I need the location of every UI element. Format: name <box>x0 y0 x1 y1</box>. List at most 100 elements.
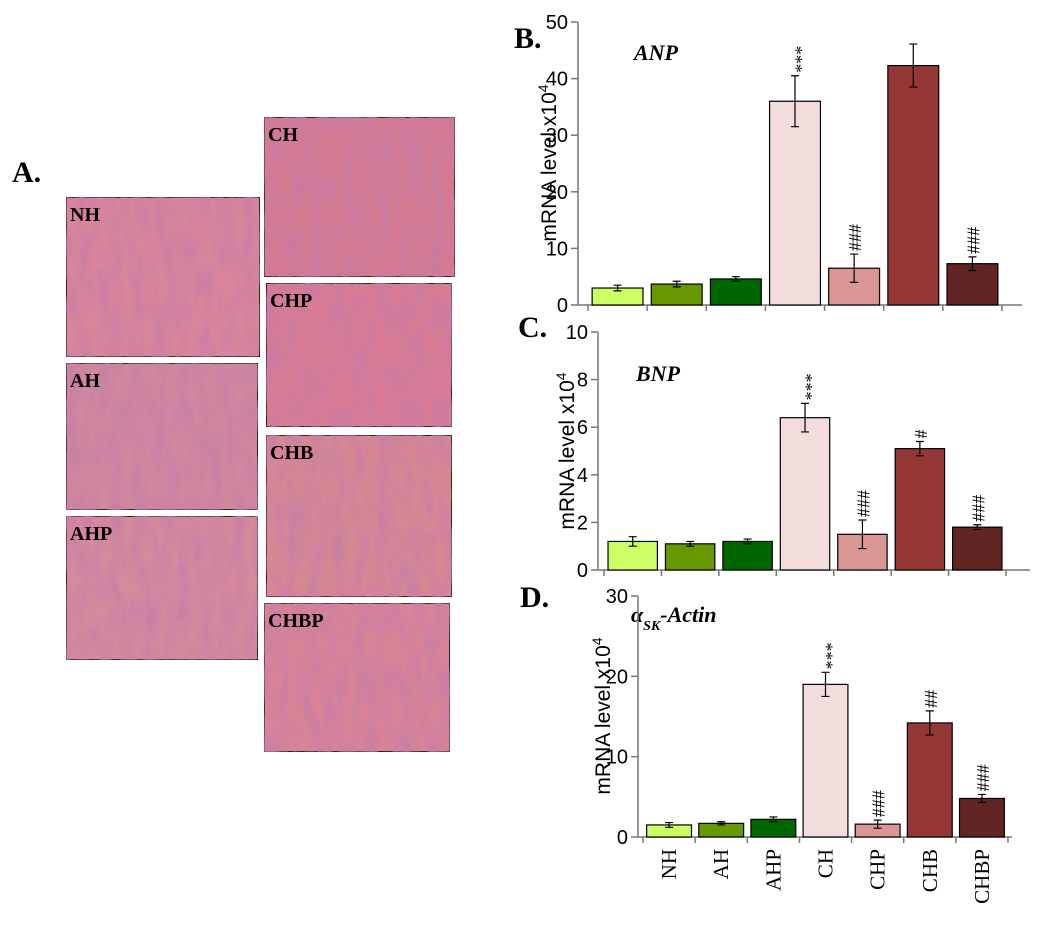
significance-mark: ### <box>869 790 889 817</box>
bar <box>709 278 762 306</box>
error-bar <box>973 524 982 531</box>
error-bar <box>873 819 882 829</box>
error-bar <box>769 816 778 823</box>
error-bar <box>743 538 752 545</box>
y-tick-label: 8 <box>577 370 588 392</box>
error-bar <box>915 440 924 457</box>
error-bar <box>731 276 740 282</box>
histology-image <box>265 434 453 598</box>
image-label: CHBP <box>268 610 324 632</box>
histology-image <box>65 196 261 358</box>
error-bar <box>977 793 986 804</box>
y-tick-label: 10 <box>546 238 568 260</box>
chart-title: αSK-Actin <box>631 602 717 634</box>
image-label: CHP <box>270 290 312 312</box>
histology-image <box>65 515 259 661</box>
y-label-superscript: 4 <box>589 637 605 645</box>
error-bar <box>821 671 830 698</box>
x-tick-label: CH <box>814 849 838 878</box>
y-label-text: mRNA level x10 <box>538 92 561 241</box>
x-tick-label: CHB <box>918 849 942 892</box>
bar <box>664 543 716 571</box>
y-tick-label: 50 <box>546 12 568 34</box>
x-tick-label: AHP <box>761 849 785 891</box>
bar <box>906 722 953 838</box>
error-bar <box>801 402 809 433</box>
bar <box>887 64 940 306</box>
error-bar <box>672 280 681 288</box>
title-subscript: SK <box>643 619 662 634</box>
bar <box>779 417 831 571</box>
significance-mark: ### <box>968 495 988 522</box>
y-tick-label: 20 <box>546 182 568 204</box>
significance-mark: # <box>911 429 931 438</box>
chart-title: ANP <box>632 40 679 65</box>
significance-mark: ### <box>845 224 865 251</box>
panel-label: D. <box>520 581 549 614</box>
error-bar <box>968 256 977 272</box>
error-bar <box>858 519 867 550</box>
histology-image <box>263 116 456 278</box>
chart-title: BNP <box>635 361 681 386</box>
y-tick-label: 40 <box>546 69 568 91</box>
y-tick-label: 10 <box>566 322 588 344</box>
y-tick-label: 30 <box>546 125 568 147</box>
histology-image <box>263 602 451 753</box>
title-text: ANP <box>632 40 679 65</box>
y-label-text: mRNA level x10 <box>592 645 615 794</box>
error-bar <box>628 536 637 547</box>
error-bar <box>791 75 799 128</box>
error-bar <box>925 710 934 736</box>
bar <box>894 448 946 571</box>
y-tick-label: 0 <box>617 827 628 849</box>
y-axis-label: mRNA level x104 <box>589 637 615 794</box>
y-tick-label: 20 <box>606 666 628 688</box>
image-label: CH <box>268 124 298 146</box>
bar <box>722 540 773 571</box>
y-tick-label: 0 <box>577 560 588 582</box>
y-label-superscript: 4 <box>535 84 551 92</box>
x-tick-label: NH <box>657 849 681 879</box>
y-tick-label: 30 <box>606 586 628 608</box>
bar <box>958 797 1005 838</box>
y-tick-label: 4 <box>577 465 588 487</box>
significance-mark: ### <box>973 764 993 791</box>
y-tick-label: 6 <box>577 417 588 439</box>
error-bar <box>717 821 726 826</box>
x-tick-label: AH <box>709 849 733 879</box>
panel-label: B. <box>514 22 542 55</box>
error-bar <box>850 253 859 283</box>
image-label: AHP <box>70 523 112 545</box>
y-axis-label: mRNA level x104 <box>553 372 579 529</box>
significance-mark: *** <box>817 642 837 669</box>
bar <box>951 526 1003 571</box>
histology-image <box>265 282 453 428</box>
panel-label: A. <box>12 156 41 189</box>
title-suffix: -Actin <box>660 602 716 627</box>
y-label-superscript: 4 <box>553 372 569 380</box>
title-text: BNP <box>635 361 681 386</box>
significance-mark: ## <box>921 690 941 708</box>
image-label: CHB <box>270 442 313 464</box>
y-axis-label: mRNA level x104 <box>535 84 561 241</box>
image-label: NH <box>70 204 100 226</box>
y-label-text: mRNA level x10 <box>556 380 579 529</box>
error-bar <box>613 284 622 292</box>
error-bar <box>909 43 918 88</box>
significance-mark: *** <box>796 373 816 400</box>
bar <box>802 683 849 838</box>
image-label: AH <box>70 370 100 392</box>
y-tick-label: 10 <box>606 747 628 769</box>
y-tick-label: 2 <box>577 512 588 534</box>
x-tick-label: CHP <box>866 849 890 890</box>
significance-mark: *** <box>786 46 806 73</box>
x-tick-label: CHBP <box>970 849 994 904</box>
y-tick-label: 0 <box>557 295 568 317</box>
significance-mark: ### <box>963 227 983 254</box>
error-bar <box>686 540 695 547</box>
error-bar <box>665 821 674 828</box>
histology-image <box>65 362 259 511</box>
panel-a: A. NH AH AHP CH CHP CHB CHBP <box>12 116 456 753</box>
